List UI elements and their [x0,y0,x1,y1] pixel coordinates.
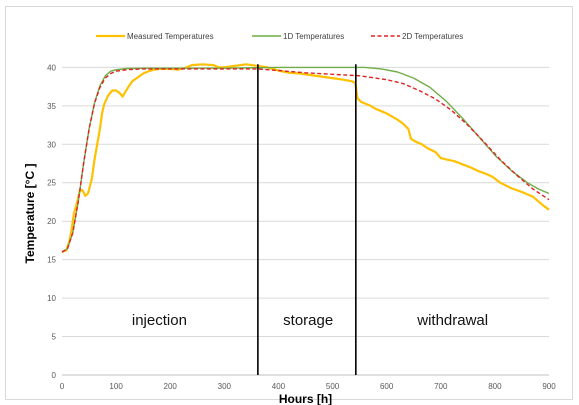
x-tick-label: 900 [542,382,556,391]
series-line-1d-temperatures [61,66,550,253]
x-tick-label: 200 [164,382,178,391]
y-tick-label: 30 [47,140,56,149]
chart-border [5,6,573,400]
legend-label: 1D Temperatures [283,32,344,41]
y-tick-label: 5 [52,333,57,342]
series-line-2d-temperatures [61,68,550,253]
y-tick-label: 20 [47,217,56,226]
y-tick-label: 25 [47,179,56,188]
phase-label-injection: injection [132,312,187,329]
legend-label: Measured Temperatures [127,32,214,41]
y-tick-label: 15 [47,256,56,265]
x-tick-label: 700 [434,382,448,391]
phase-label-storage: storage [283,312,333,329]
y-tick-label: 10 [47,294,56,303]
y-tick-label: 35 [47,102,56,111]
x-axis-title: Hours [h] [279,392,332,405]
x-tick-label: 0 [60,382,65,391]
y-axis-title: Temperature [°C ] [23,164,37,264]
phase-label-withdrawal: withdrawal [416,312,488,329]
y-tick-label: 40 [47,63,56,72]
y-tick-label: 0 [52,371,57,380]
x-tick-label: 500 [326,382,340,391]
x-tick-label: 800 [488,382,502,391]
x-tick-label: 400 [272,382,286,391]
x-tick-label: 300 [218,382,232,391]
series-line-measured-temperatures [61,63,550,254]
legend-label: 2D Temperatures [402,32,463,41]
x-tick-label: 600 [380,382,394,391]
x-tick-label: 100 [109,382,123,391]
